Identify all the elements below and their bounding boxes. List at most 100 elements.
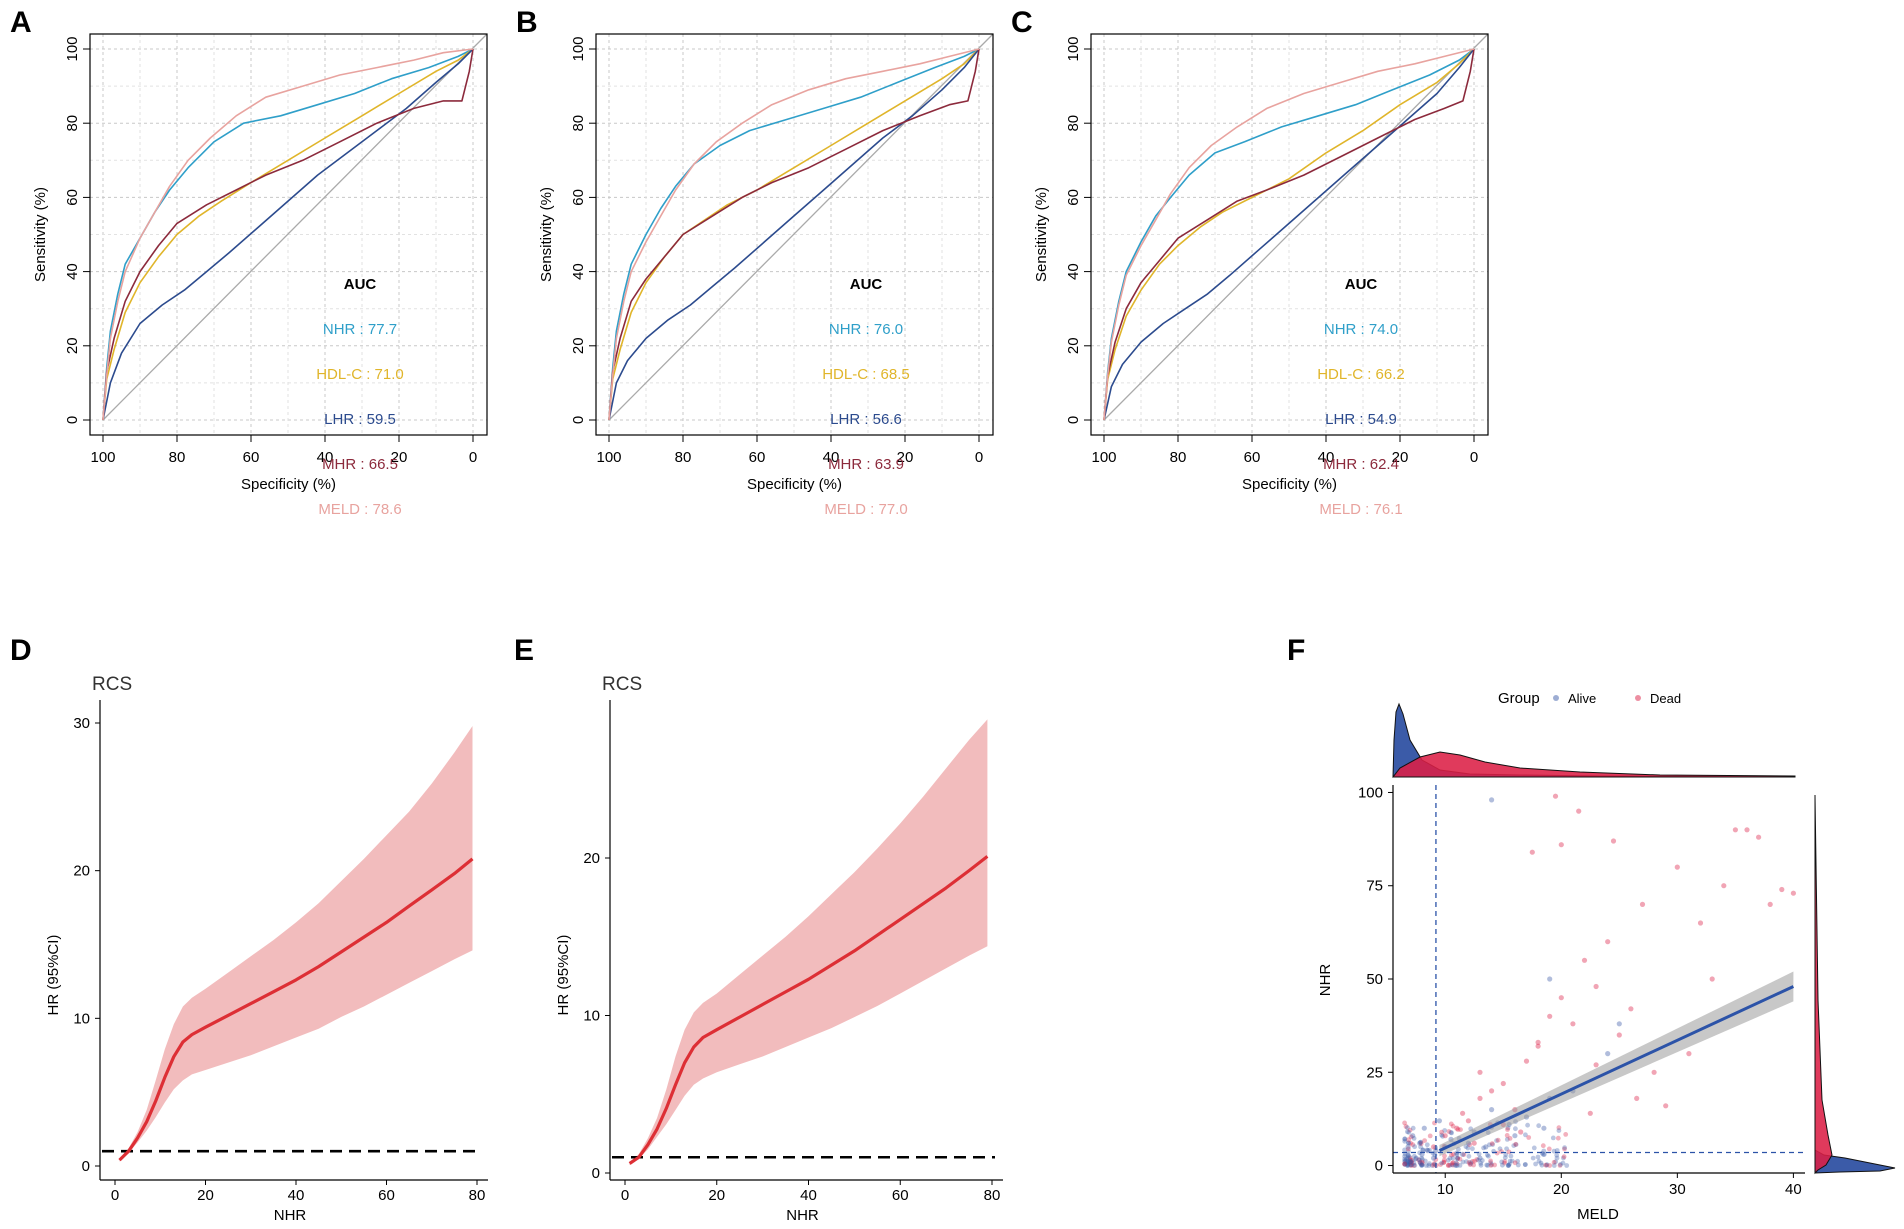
point-alive (1544, 1162, 1549, 1168)
point-dead (1610, 838, 1617, 844)
point-alive (1417, 1150, 1423, 1156)
auc-value-meld: MELD : 76.1 (1319, 501, 1402, 518)
x-tick-label: 20 (1553, 1181, 1570, 1198)
point-alive (1424, 1142, 1430, 1148)
legend-title: Group (1498, 690, 1540, 707)
y-tick-label: 0 (82, 1158, 90, 1175)
legend-key-dead (1635, 695, 1641, 701)
panel-letter-D: D (10, 634, 32, 667)
point-alive (1513, 1142, 1519, 1147)
point-alive (1405, 1163, 1410, 1168)
x-tick-label: 20 (1392, 449, 1409, 466)
auc-value-meld: MELD : 78.6 (318, 501, 401, 518)
point-dead (1779, 886, 1785, 893)
roc-panel-C: C 100 80 60 40 20 0 0 20 40 60 80 100 Specificity (%)… (1011, 6, 1489, 518)
y-tick-label: 100 (64, 36, 81, 61)
point-dead (1454, 1161, 1460, 1167)
point-dead (1546, 1146, 1552, 1152)
x-tick-label: 80 (675, 449, 692, 466)
point-dead (1461, 1152, 1467, 1157)
point-alive (1504, 1137, 1510, 1142)
point-alive (1405, 1153, 1411, 1159)
point-dead (1427, 1133, 1433, 1139)
point-alive (1503, 1152, 1509, 1157)
auc-value-lhr: LHR : 59.5 (324, 411, 396, 428)
point-alive (1405, 1129, 1410, 1135)
y-tick-label: 80 (1065, 115, 1082, 132)
point-dead (1419, 1161, 1425, 1166)
point-dead (1439, 1129, 1444, 1135)
point-alive (1507, 1161, 1512, 1167)
point-alive (1409, 1158, 1415, 1164)
point-alive (1418, 1139, 1424, 1145)
point-alive (1409, 1162, 1415, 1168)
point-dead (1556, 1125, 1562, 1131)
rcs-title: RCS (602, 674, 642, 695)
point-alive (1411, 1153, 1417, 1159)
point-alive (1485, 1152, 1490, 1158)
x-tick-label: 0 (111, 1187, 119, 1204)
point-alive (1410, 1125, 1416, 1131)
point-dead (1450, 1160, 1456, 1165)
x-tick-label: 80 (169, 449, 186, 466)
y-tick-label: 0 (570, 416, 587, 424)
y-tick-label: 60 (64, 189, 81, 206)
point-alive (1412, 1144, 1417, 1150)
point-dead (1535, 1043, 1541, 1049)
point-dead (1488, 1163, 1494, 1168)
point-alive (1420, 1157, 1425, 1162)
point-alive (1536, 1158, 1542, 1164)
x-tick-label: 0 (975, 449, 983, 466)
point-dead (1790, 890, 1796, 896)
point-dead (1628, 1006, 1634, 1012)
y-tick-label: 20 (64, 337, 81, 354)
point-alive (1484, 1162, 1490, 1168)
point-alive (1417, 1140, 1423, 1146)
point-dead (1470, 1159, 1475, 1164)
point-dead (1561, 1154, 1567, 1160)
x-tick-label: 60 (1244, 449, 1261, 466)
point-dead (1450, 1123, 1456, 1129)
point-dead (1407, 1155, 1413, 1161)
roc-curve-meld (1103, 48, 1475, 421)
y-tick-label: 0 (64, 416, 81, 424)
point-alive (1408, 1159, 1414, 1165)
y-tick-label: 60 (1065, 189, 1082, 206)
point-dead (1449, 1152, 1454, 1158)
point-dead (1442, 1153, 1447, 1159)
y-tick-label: 100 (1358, 784, 1383, 801)
point-alive (1533, 1161, 1538, 1167)
point-dead (1407, 1127, 1413, 1133)
point-dead (1605, 939, 1611, 945)
point-alive (1468, 1160, 1473, 1165)
point-alive (1407, 1159, 1413, 1165)
point-dead (1634, 1095, 1640, 1101)
point-dead (1410, 1142, 1416, 1148)
point-dead (1551, 1159, 1557, 1165)
point-alive (1419, 1162, 1424, 1168)
point-dead (1526, 1135, 1532, 1140)
x-tick-label: 0 (469, 449, 477, 466)
roc-panel-B: B 100 80 60 40 20 0 0 20 40 60 80 100 Specificity (%)… (516, 6, 994, 518)
x-tick-label: 30 (1669, 1181, 1686, 1198)
point-alive (1447, 1155, 1453, 1161)
point-alive (1405, 1144, 1411, 1150)
y-tick-label: 75 (1366, 878, 1383, 895)
x-axis-label: Specificity (%) (241, 476, 336, 493)
point-dead (1441, 1160, 1447, 1166)
point-alive (1477, 1155, 1483, 1161)
point-alive (1402, 1159, 1408, 1165)
x-tick-label: 20 (391, 449, 408, 466)
y-tick-label: 60 (570, 189, 587, 206)
x-tick-label: 40 (317, 449, 334, 466)
roc-curve-hdlc (102, 48, 474, 421)
point-dead (1474, 1157, 1480, 1162)
point-dead (1523, 1058, 1530, 1064)
point-alive (1483, 1144, 1489, 1150)
point-alive (1436, 1118, 1442, 1124)
point-dead (1529, 849, 1535, 855)
point-alive (1407, 1159, 1413, 1165)
legend-key-alive (1553, 695, 1559, 701)
point-alive (1475, 1157, 1481, 1163)
